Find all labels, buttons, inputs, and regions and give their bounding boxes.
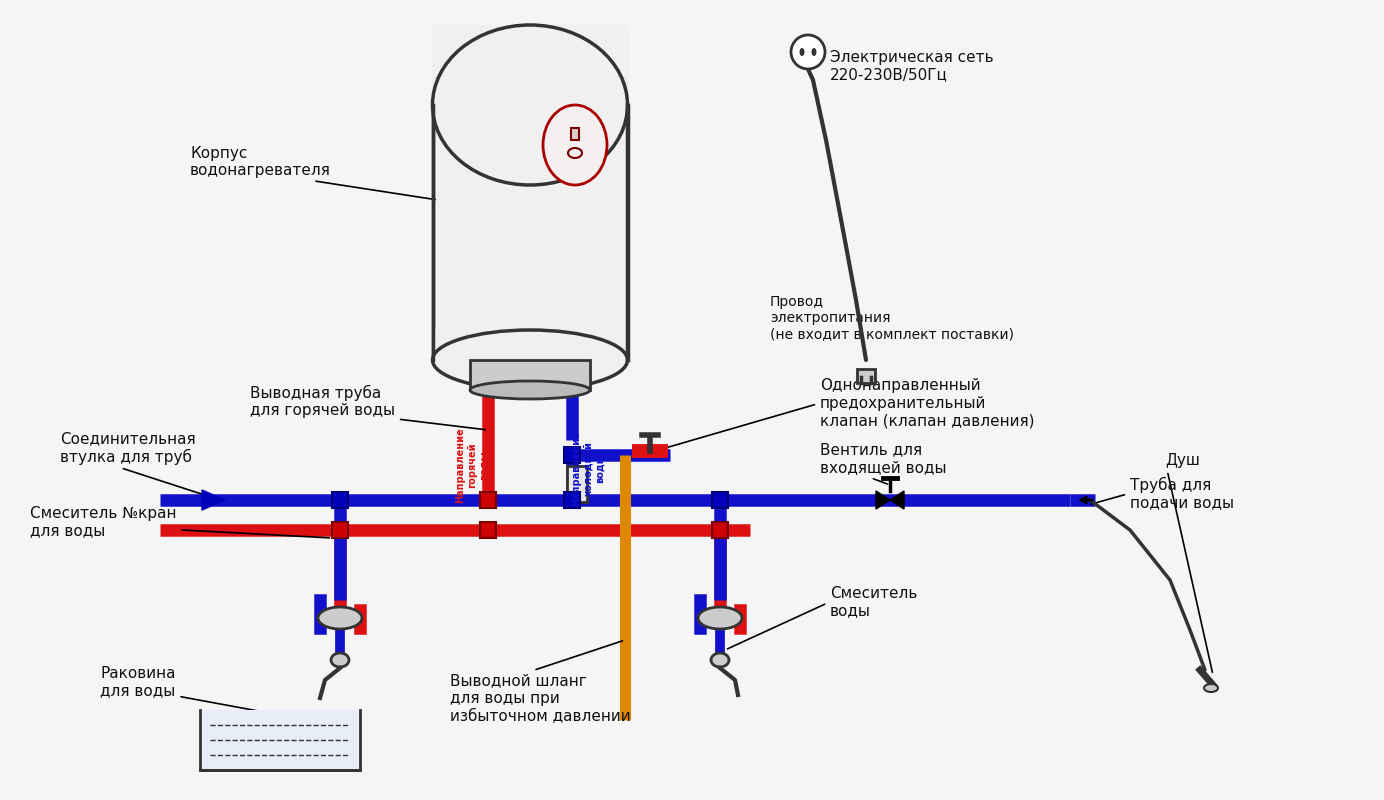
Ellipse shape [792,35,825,69]
Text: Корпус
водонагревателя: Корпус водонагревателя [190,146,435,199]
Bar [572,128,579,140]
Text: Однонаправленный
предохранительный
клапан (клапан давления): Однонаправленный предохранительный клапа… [657,378,1034,450]
Ellipse shape [432,330,627,390]
Text: Направление
холодной
воды: Направление холодной воды [572,430,605,506]
Ellipse shape [711,653,729,667]
Bar [332,522,347,538]
Bar [565,492,580,508]
Text: Направление
горячей
воды: Направление горячей воды [455,427,489,503]
Bar [857,369,875,383]
Text: Выводная труба
для горячей воды: Выводная труба для горячей воды [251,385,486,430]
Ellipse shape [1204,684,1218,692]
Bar [711,522,728,538]
Text: Смеситель №кран
для воды: Смеситель №кран для воды [30,506,329,538]
Bar [432,25,628,105]
Text: Душ: Душ [1165,453,1212,672]
Bar [480,522,495,538]
Polygon shape [890,491,904,509]
Ellipse shape [698,607,742,629]
Text: Провод
электропитания
(не входит в комплект поставки): Провод электропитания (не входит в компл… [770,295,1014,342]
Bar [433,105,628,360]
Text: Труба для
подачи воды: Труба для подачи воды [1091,477,1235,510]
Polygon shape [202,490,226,510]
Bar [471,360,590,390]
Text: Выводной шланг
для воды при
избыточном давлении: Выводной шланг для воды при избыточном д… [450,641,631,723]
Ellipse shape [800,48,804,56]
Text: Вентиль для
входящей воды: Вентиль для входящей воды [819,442,947,484]
Ellipse shape [318,607,363,629]
Ellipse shape [432,25,627,185]
Bar [565,447,580,463]
Bar [332,492,347,508]
Ellipse shape [331,653,349,667]
Text: Смеситель
воды: Смеситель воды [728,586,918,649]
Bar [480,492,495,508]
Text: Соединительная
втулка для труб: Соединительная втулка для труб [60,431,217,499]
Text: Электрическая сеть
220-230В/50Гц: Электрическая сеть 220-230В/50Гц [830,50,994,82]
Bar [711,492,728,508]
Text: Раковина
для воды: Раковина для воды [100,666,277,714]
Bar [201,710,360,770]
Ellipse shape [811,48,817,56]
Ellipse shape [471,381,590,399]
Polygon shape [876,491,890,509]
Ellipse shape [543,105,608,185]
Bar [432,329,628,359]
Bar [567,466,587,502]
